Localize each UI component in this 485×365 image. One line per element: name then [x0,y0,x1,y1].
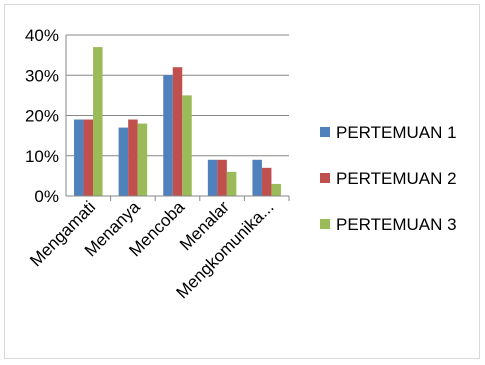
y-tick-label: 30% [25,66,59,85]
legend-swatch [320,219,330,229]
bar [137,123,148,196]
axis-labels: 0%10%20%30%40%MengamatiMenanyaMencobaMen… [25,26,278,302]
bar [118,127,129,196]
bar [128,119,138,196]
y-tick-label: 10% [25,147,59,166]
legend: PERTEMUAN 1 PERTEMUAN 2 PERTEMUAN 3 [320,123,457,234]
legend-swatch [320,173,330,183]
bar [74,119,84,196]
axes [65,35,290,201]
bar [83,119,94,196]
bar [226,171,237,196]
category-label: Mengamati [26,197,99,270]
bar [172,67,183,196]
y-tick-label: 40% [25,26,59,45]
bar [93,47,103,197]
bar [182,95,192,196]
bar [217,159,227,196]
bar [163,75,173,196]
legend-label: PERTEMUAN 1 [336,123,457,142]
bar [207,159,218,196]
y-tick-label: 20% [25,107,59,126]
bar [261,167,272,196]
legend-label: PERTEMUAN 3 [336,215,457,234]
y-tick-label: 0% [34,187,59,206]
legend-swatch [320,127,330,137]
bars [74,47,281,197]
legend-label: PERTEMUAN 2 [336,169,457,188]
bar [252,159,262,196]
bar [271,183,281,196]
